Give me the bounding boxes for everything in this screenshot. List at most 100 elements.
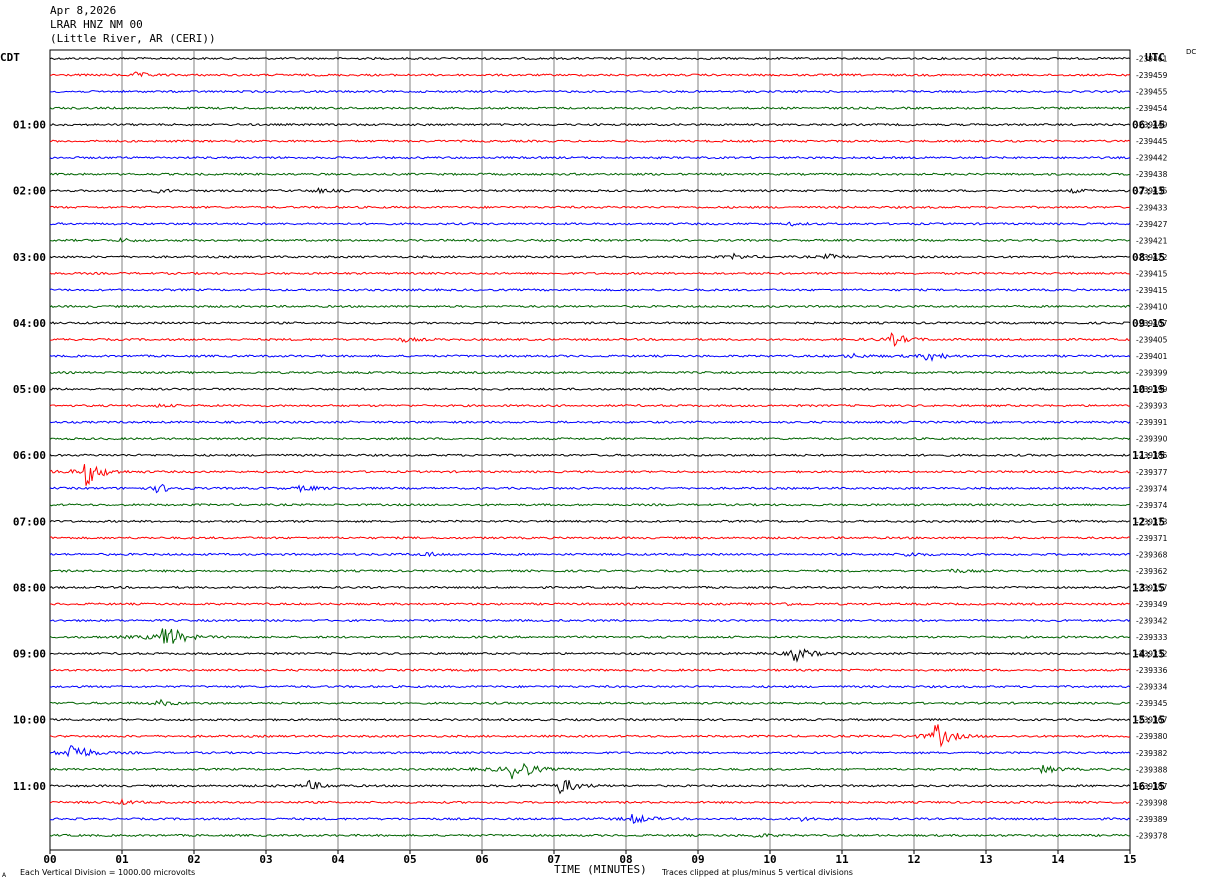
dc-offset-label: -239433	[1136, 203, 1168, 212]
cdt-hour-label: 11:00	[13, 780, 46, 793]
seismic-trace	[49, 139, 1131, 143]
dc-offset-label: -239373	[1136, 517, 1168, 526]
utc-hour-label: 08:15	[1132, 251, 1165, 264]
dc-offset-label: -239380	[1136, 732, 1168, 741]
dc-offset-label: -239357	[1136, 583, 1168, 592]
seismic-trace	[49, 568, 1131, 574]
seismic-trace	[49, 370, 1131, 375]
utc-hour-label: 14:15	[1132, 648, 1165, 661]
seismic-trace	[49, 352, 1131, 363]
seismic-trace	[49, 585, 1131, 590]
cdt-hour-label: 03:00	[13, 251, 46, 264]
x-tick-label: 08	[619, 853, 632, 866]
seismic-trace	[49, 304, 1131, 309]
dc-offset-label: -239454	[1136, 104, 1168, 113]
dc-offset-label: -239427	[1136, 220, 1168, 229]
seismic-trace	[49, 744, 1131, 758]
seismic-trace	[49, 551, 1131, 558]
seismic-trace	[49, 271, 1131, 276]
dc-offset-label: -239378	[1136, 831, 1168, 840]
vertical-division-note: Each Vertical Division = 1000.00 microvo…	[20, 868, 196, 877]
seismic-trace	[49, 602, 1131, 607]
seismic-trace	[49, 172, 1131, 176]
dc-offset-label: -239449	[1136, 121, 1168, 130]
cdt-hour-label: 01:00	[13, 119, 46, 132]
utc-hour-label: 16:15	[1132, 780, 1165, 793]
x-tick-label: 06	[475, 853, 489, 866]
seismic-trace	[49, 89, 1131, 94]
utc-hour-label: 10:15	[1132, 383, 1165, 396]
seismic-trace	[49, 155, 1131, 160]
seismic-trace	[49, 71, 1131, 78]
seismic-trace	[49, 237, 1131, 243]
dc-offset-label: -239332	[1136, 650, 1168, 659]
dc-offset-label: -239367	[1136, 716, 1168, 725]
dc-offset-label: -239377	[1136, 468, 1168, 477]
seismic-trace	[49, 221, 1131, 227]
x-tick-label: 02	[187, 853, 200, 866]
x-tick-label: 03	[259, 853, 272, 866]
dc-offset-label: -239349	[1136, 600, 1168, 609]
dc-offset-label: -239415	[1136, 286, 1168, 295]
seismic-trace	[49, 668, 1131, 672]
x-tick-label: 04	[331, 853, 345, 866]
cdt-hour-label: 05:00	[13, 383, 46, 396]
dc-offset-label: -239374	[1136, 484, 1168, 493]
dc-offset-label: -239342	[1136, 617, 1168, 626]
dc-offset-label: -239410	[1136, 302, 1168, 311]
seismic-trace	[49, 186, 1131, 195]
clipping-note: Traces clipped at plus/minus 5 vertical …	[662, 868, 853, 877]
plot-frame	[49, 49, 1131, 851]
seismic-trace	[49, 724, 1131, 748]
station-location: (Little River, AR (CERI))	[50, 32, 216, 45]
dc-offset-label: -239399	[1136, 385, 1168, 394]
seismic-trace	[49, 648, 1131, 663]
dc-offset-label: -239336	[1136, 666, 1168, 675]
x-tick-label: 13	[979, 853, 992, 866]
seismic-trace	[49, 618, 1131, 623]
dc-offset-label: -239362	[1136, 567, 1168, 576]
x-tick-label: 00	[43, 853, 56, 866]
dc-offset-label: -239368	[1136, 550, 1168, 559]
x-tick-label: 01	[115, 853, 129, 866]
seismic-trace	[49, 813, 1131, 824]
utc-hour-label: 09:15	[1132, 317, 1165, 330]
dc-offset-label: -239415	[1136, 269, 1168, 278]
utc-hour-label: 13:15	[1132, 581, 1165, 594]
seismic-trace	[49, 779, 1131, 795]
plot-date: Apr 8,2026	[50, 4, 117, 17]
dc-offset-label: -239459	[1136, 71, 1168, 80]
x-tick-label: 14	[1051, 853, 1065, 866]
station-code: LRAR HNZ NM 00	[50, 18, 143, 31]
dc-offset-label: -239390	[1136, 435, 1168, 444]
seismic-trace	[49, 106, 1131, 110]
seismic-trace	[49, 684, 1131, 689]
seismic-trace	[49, 698, 1131, 707]
dc-offset-label: -239333	[1136, 633, 1168, 642]
cdt-hour-label: 04:00	[13, 317, 46, 330]
dc-offset-label: -239407	[1136, 319, 1168, 328]
seismic-trace	[49, 332, 1131, 347]
dc-offset-label: -239371	[1136, 534, 1168, 543]
seismic-trace	[49, 436, 1131, 441]
seismic-trace	[49, 205, 1131, 210]
seismic-trace	[49, 321, 1131, 325]
seismic-trace	[49, 56, 1131, 61]
seismic-trace	[49, 717, 1131, 722]
x-tick-label: 10	[763, 853, 776, 866]
seismic-trace	[49, 252, 1131, 261]
x-tick-label: 07	[547, 853, 560, 866]
dc-offset-label: -239438	[1136, 170, 1168, 179]
dc-offset-label: -239435	[1136, 187, 1168, 196]
dc-offset-label: -239399	[1136, 369, 1168, 378]
dc-offset-label: -239461	[1136, 55, 1168, 64]
utc-hour-label: 15:15	[1132, 714, 1165, 727]
seismic-trace	[49, 464, 1131, 486]
seismic-trace	[49, 483, 1131, 494]
seismic-trace	[49, 453, 1131, 457]
utc-hour-label: 07:15	[1132, 185, 1165, 198]
seismic-trace	[49, 833, 1131, 838]
dc-offset-label: -239345	[1136, 699, 1168, 708]
dc-offset-label: -239382	[1136, 749, 1168, 758]
